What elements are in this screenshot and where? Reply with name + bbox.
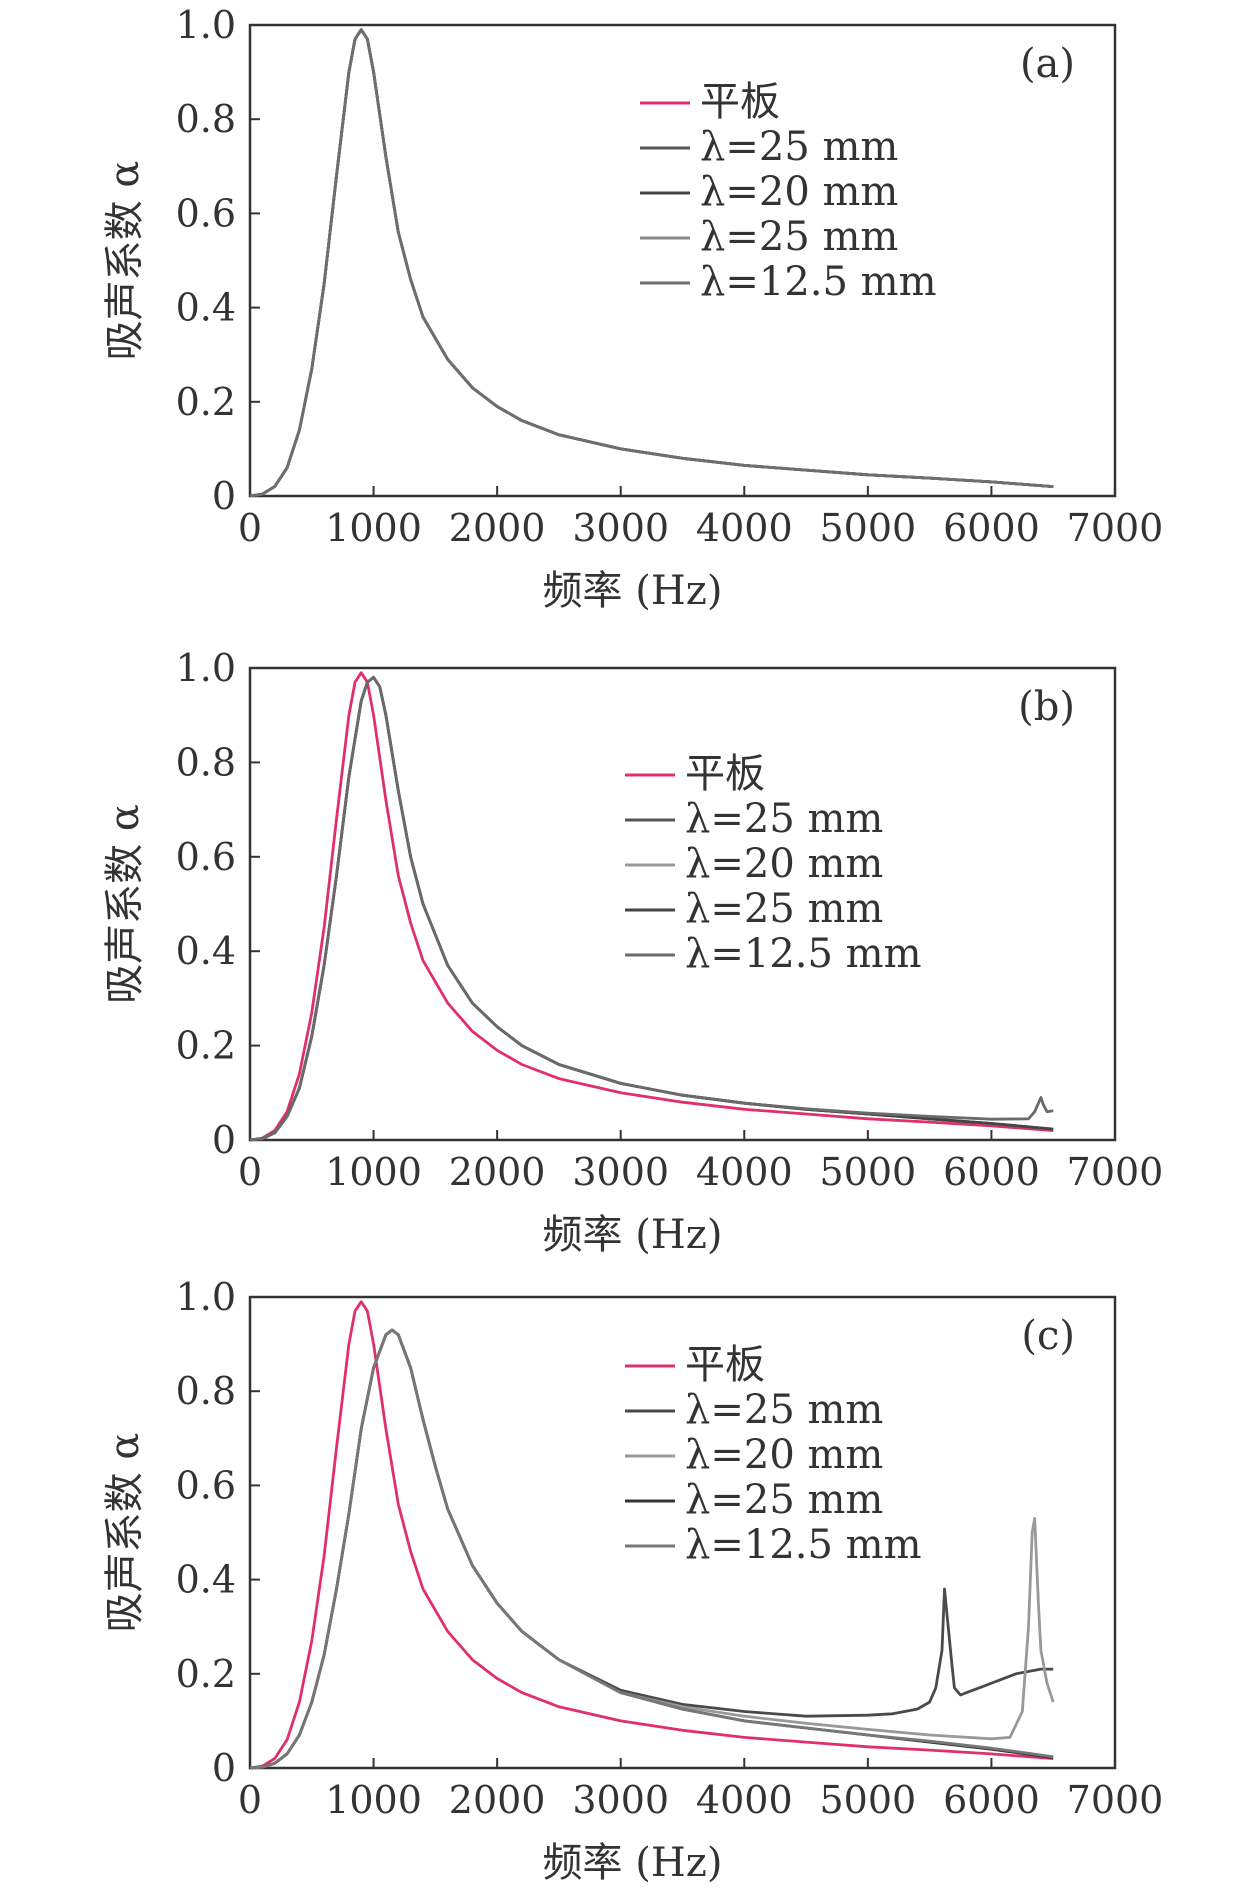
legend: 平板λ=25 mmλ=20 mmλ=25 mmλ=12.5 mm: [640, 79, 937, 305]
y-tick-label: 0.4: [176, 929, 236, 973]
legend-label: λ=12.5 mm: [685, 1522, 922, 1568]
plot-frame: [248, 1295, 1117, 1770]
x-axis-label: 频率 (Hz): [543, 1840, 723, 1886]
x-axis-label: 频率 (Hz): [543, 568, 723, 614]
x-tick-label: 3000: [572, 1150, 669, 1194]
y-tick-label: 0.4: [176, 286, 236, 330]
y-axis-label: 吸声系数 α: [102, 1433, 148, 1633]
y-tick-label: 1.0: [176, 3, 236, 47]
x-tick-label: 1000: [325, 506, 422, 550]
legend-label: λ=25 mm: [700, 124, 898, 170]
x-tick-label: 4000: [696, 1150, 793, 1194]
chart-panel-2: 0 1000 2000 3000 4000 5000 6000 7000 0 0.2 0.4 0.6 0…: [102, 646, 1163, 1258]
series-line-4: [249, 1328, 1054, 1770]
series-line-1: [249, 671, 1054, 1142]
y-tick-label: 0.8: [176, 1369, 236, 1413]
legend-label: λ=20 mm: [685, 1432, 883, 1478]
x-tick-label: 6000: [943, 1778, 1040, 1822]
x-tick-label: 0: [238, 1778, 262, 1822]
panel-label: (a): [1020, 41, 1075, 87]
legend-label: λ=25 mm: [685, 1477, 883, 1523]
x-tick-label: 2000: [449, 506, 546, 550]
y-axis-label: 吸声系数 α: [102, 161, 148, 361]
legend-label: λ=12.5 mm: [700, 259, 937, 305]
x-axis-label: 频率 (Hz): [543, 1212, 723, 1258]
x-tick-label: 2000: [449, 1778, 546, 1822]
x-tick-label: 5000: [819, 1150, 916, 1194]
x-tick-label: 0: [238, 1150, 262, 1194]
y-tick-label: 0.8: [176, 740, 236, 784]
plot-frame: [248, 23, 1117, 498]
series-line-5: [249, 676, 1054, 1142]
y-tick-label: 0.6: [176, 191, 236, 235]
x-tick-label: 1000: [325, 1150, 422, 1194]
x-tick-label: 7000: [1067, 1150, 1164, 1194]
series-line-3: [249, 1328, 1055, 1770]
plot-frame: [248, 666, 1117, 1142]
legend: 平板λ=25 mmλ=20 mmλ=25 mmλ=12.5 mm: [625, 751, 922, 977]
chart-panel-3: 0 1000 2000 3000 4000 5000 6000 7000 0 0.2 0.4 0.6 0…: [102, 1275, 1163, 1886]
y-tick-label: 1.0: [176, 1275, 236, 1319]
series-line-1: [249, 1300, 1054, 1770]
x-tick-label: 2000: [449, 1150, 546, 1194]
y-tick-label: 0.2: [176, 1652, 236, 1696]
legend-label: 平板: [685, 751, 765, 797]
x-tick-label: 6000: [943, 1150, 1040, 1194]
legend-label: λ=25 mm: [685, 886, 883, 932]
legend: 平板λ=25 mmλ=20 mmλ=25 mmλ=12.5 mm: [625, 1342, 922, 1568]
series-line-5: [249, 1328, 1054, 1770]
legend-label: λ=25 mm: [700, 214, 898, 260]
y-tick-label: 0.2: [176, 1024, 236, 1068]
panel-label: (c): [1021, 1313, 1075, 1359]
legend-label: λ=12.5 mm: [685, 931, 922, 977]
legend-label: λ=20 mm: [700, 169, 898, 215]
x-tick-label: 1000: [325, 1778, 422, 1822]
x-tick-label: 7000: [1067, 506, 1164, 550]
legend-label: 平板: [700, 79, 780, 125]
y-tick-label: 0: [212, 1746, 236, 1790]
legend-label: 平板: [685, 1342, 765, 1388]
x-tick-label: 0: [238, 506, 262, 550]
y-tick-label: 0: [212, 474, 236, 518]
x-tick-label: 3000: [572, 1778, 669, 1822]
y-tick-label: 0.6: [176, 835, 236, 879]
y-tick-label: 0.4: [176, 1558, 236, 1602]
x-tick-label: 4000: [696, 1778, 793, 1822]
y-tick-label: 0.2: [176, 380, 236, 424]
y-axis-label: 吸声系数 α: [102, 804, 148, 1004]
panel-label: (b): [1018, 684, 1075, 730]
x-tick-label: 7000: [1067, 1778, 1164, 1822]
x-tick-label: 5000: [819, 1778, 916, 1822]
x-tick-label: 6000: [943, 506, 1040, 550]
x-tick-label: 3000: [572, 506, 669, 550]
legend-label: λ=20 mm: [685, 841, 883, 887]
series-line-5: [249, 28, 1054, 498]
y-tick-label: 1.0: [176, 646, 236, 690]
x-tick-label: 4000: [696, 506, 793, 550]
x-tick-label: 5000: [819, 506, 916, 550]
legend-label: λ=25 mm: [685, 796, 883, 842]
legend-label: λ=25 mm: [685, 1387, 883, 1433]
series-line-2: [249, 1328, 1054, 1770]
y-tick-label: 0.6: [176, 1463, 236, 1507]
y-tick-label: 0: [212, 1118, 236, 1162]
chart-panel-1: 0 1000 2000 3000 4000 5000 6000 7000 0 0.2 0.4 0.6 0…: [102, 3, 1163, 614]
y-tick-label: 0.8: [176, 97, 236, 141]
